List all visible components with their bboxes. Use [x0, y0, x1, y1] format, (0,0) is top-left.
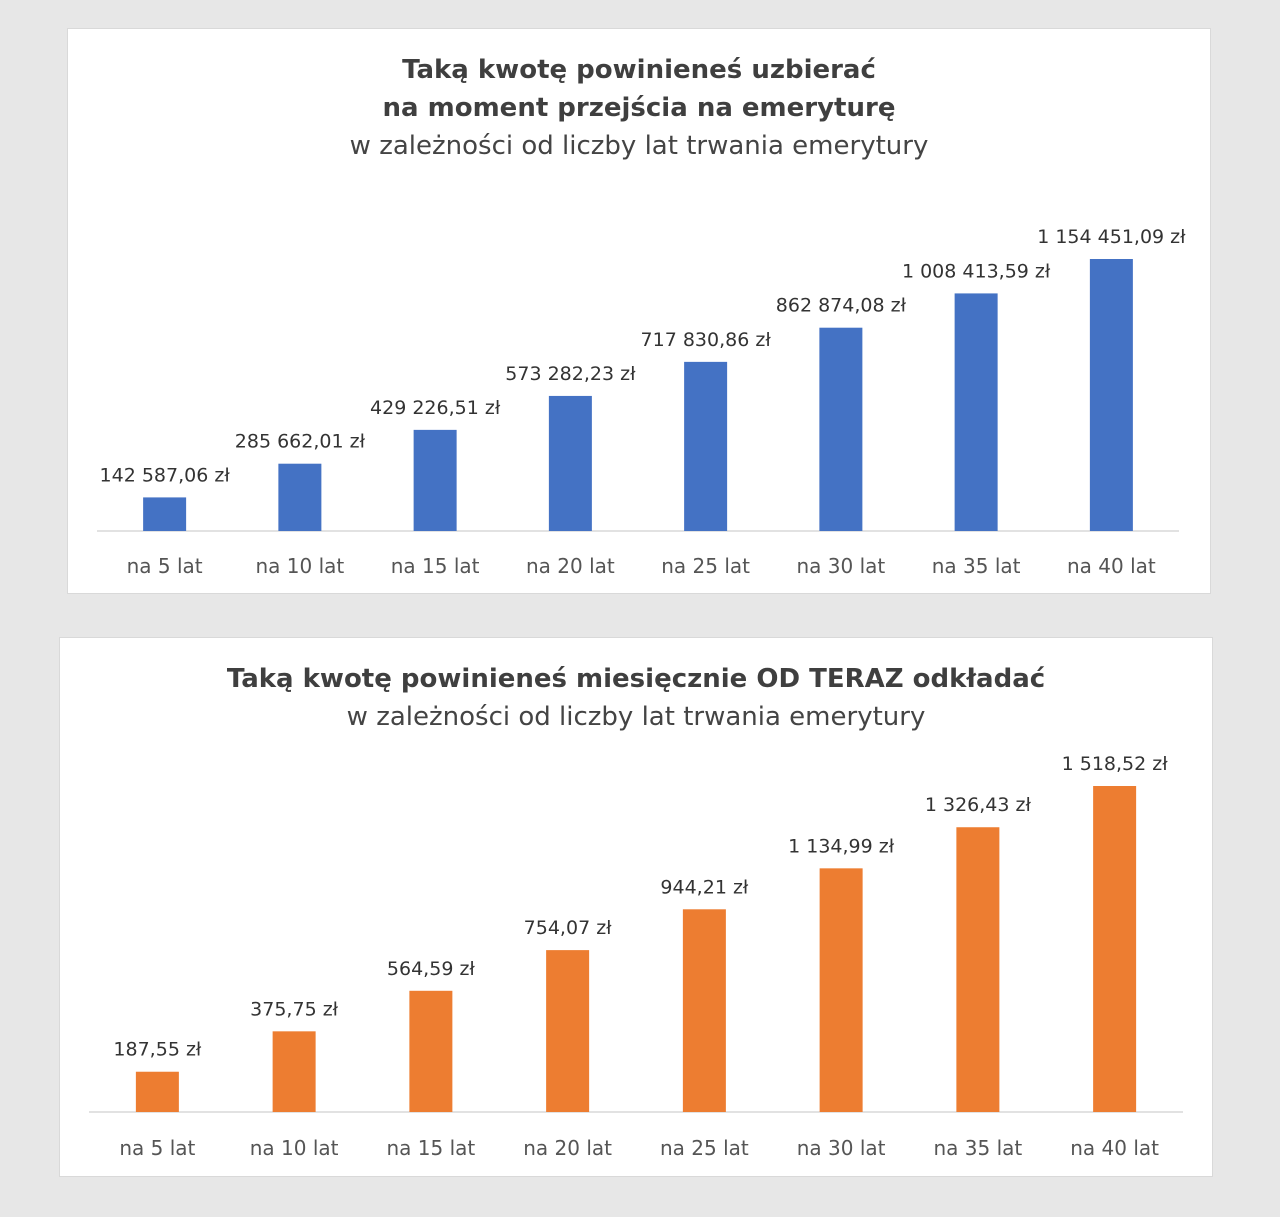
category-label: na 40 lat — [1067, 554, 1156, 578]
bar — [413, 429, 457, 531]
category-label: na 30 lat — [797, 1136, 886, 1160]
bar — [682, 909, 726, 1112]
data-label: 573 282,23 zł — [505, 363, 636, 385]
bar — [819, 327, 863, 531]
data-label: 754,07 zł — [524, 917, 612, 939]
chart-panel-savings-total: Taką kwotę powinieneś uzbierać na moment… — [67, 28, 1211, 594]
bar-chart-monthly-savings: 187,55 zł na 5 lat 375,75 zł na 10 lat 564,5… — [89, 753, 1183, 1160]
category-label: na 5 lat — [119, 1136, 195, 1160]
category-label: na 20 lat — [523, 1136, 612, 1160]
chart-title-block: Taką kwotę powinieneś miesięcznie OD TER… — [60, 660, 1212, 736]
bar — [546, 950, 590, 1112]
chart-panel-monthly-savings: Taką kwotę powinieneś miesięcznie OD TER… — [59, 637, 1213, 1177]
data-label: 1 326,43 zł — [925, 794, 1032, 816]
bar-chart-savings-total: 142 587,06 zł na 5 lat 285 662,01 zł na 10 … — [97, 226, 1186, 578]
data-label: 564,59 zł — [387, 958, 475, 980]
data-label: 1 154 451,09 zł — [1037, 226, 1186, 248]
data-label: 142 587,06 zł — [100, 464, 231, 486]
bar — [684, 361, 728, 531]
data-label: 187,55 zł — [113, 1039, 201, 1061]
chart-title-line-2: na moment przejścia na emeryturę — [382, 93, 896, 123]
bar — [1093, 786, 1137, 1112]
bar — [278, 463, 322, 531]
category-label: na 5 lat — [127, 554, 203, 578]
data-label: 862 874,08 zł — [776, 295, 907, 317]
data-label: 1 134,99 zł — [788, 835, 895, 857]
data-label: 429 226,51 zł — [370, 397, 501, 419]
category-label: na 15 lat — [387, 1136, 476, 1160]
category-label: na 40 lat — [1070, 1136, 1159, 1160]
category-label: na 35 lat — [932, 554, 1021, 578]
chart-subtitle: w zależności od liczby lat trwania emery… — [349, 131, 929, 161]
chart-title-line-1: Taką kwotę powinieneś uzbierać — [402, 55, 876, 85]
category-label: na 25 lat — [660, 1136, 749, 1160]
data-label: 285 662,01 zł — [235, 431, 366, 453]
bar — [409, 990, 453, 1112]
category-label: na 20 lat — [526, 554, 615, 578]
category-label: na 30 lat — [797, 554, 886, 578]
chart-subtitle: w zależności od liczby lat trwania emery… — [346, 702, 926, 732]
bar — [954, 293, 998, 531]
bar — [272, 1031, 316, 1112]
chart-title-block: Taką kwotę powinieneś uzbierać na moment… — [68, 51, 1210, 165]
chart-title: Taką kwotę powinieneś miesięcznie OD TER… — [226, 664, 1046, 694]
bar — [819, 868, 863, 1112]
bar — [143, 497, 187, 531]
data-label: 1 008 413,59 zł — [902, 260, 1051, 282]
category-label: na 25 lat — [661, 554, 750, 578]
data-label: 1 518,52 zł — [1062, 753, 1169, 775]
bar — [548, 395, 592, 531]
bar — [135, 1071, 179, 1112]
category-label: na 15 lat — [391, 554, 480, 578]
category-label: na 10 lat — [250, 1136, 339, 1160]
category-label: na 35 lat — [934, 1136, 1023, 1160]
bar — [1089, 259, 1133, 531]
category-label: na 10 lat — [256, 554, 345, 578]
data-label: 944,21 zł — [660, 876, 748, 898]
bar — [956, 827, 1000, 1112]
data-label: 717 830,86 zł — [641, 329, 772, 351]
data-label: 375,75 zł — [250, 998, 338, 1020]
